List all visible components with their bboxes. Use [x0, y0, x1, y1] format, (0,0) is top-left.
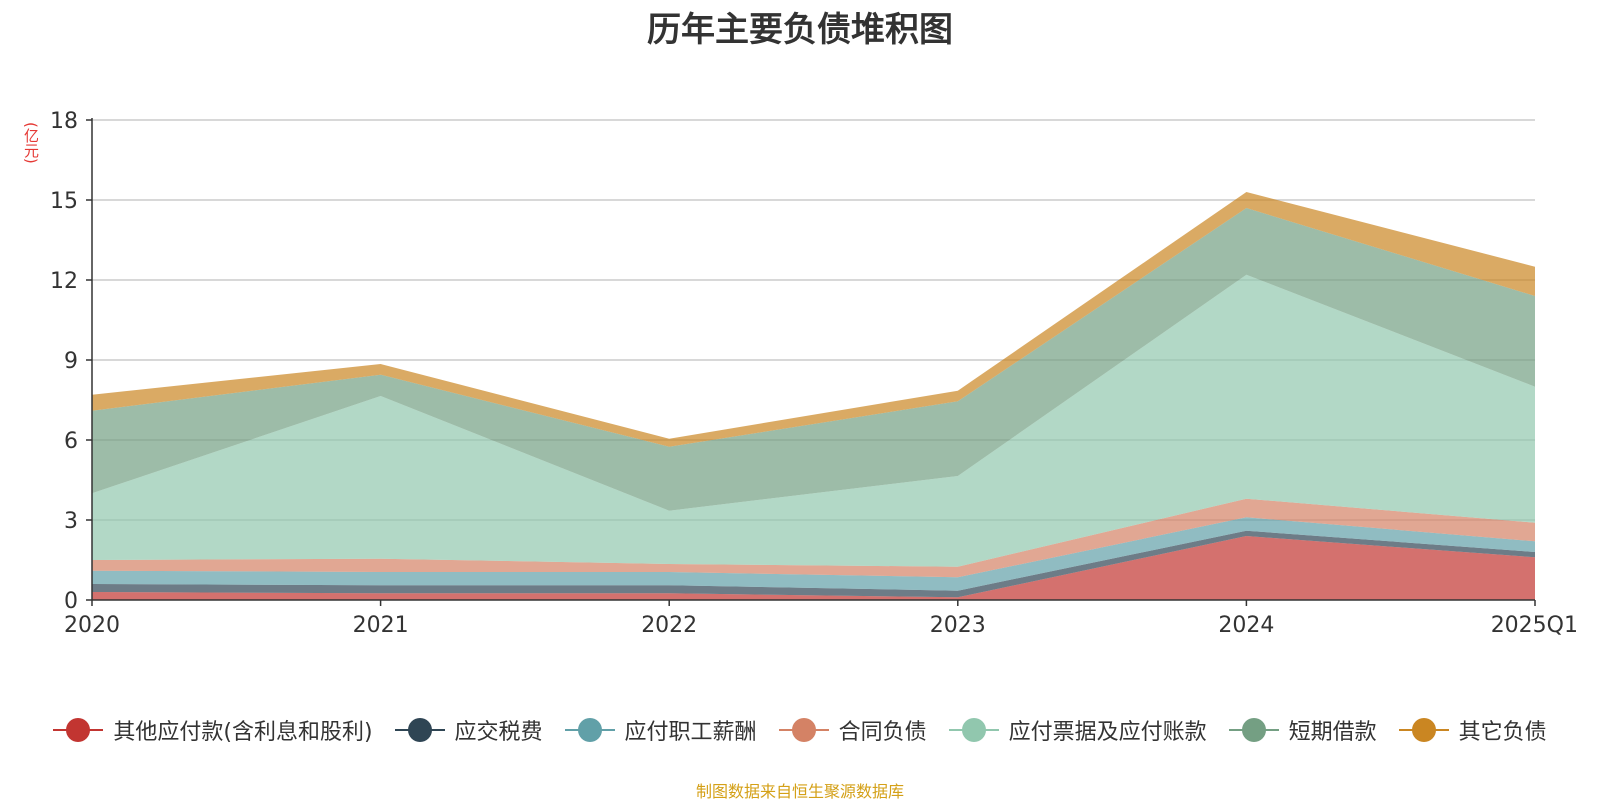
stacked-area-chart: 0 3 6 9 12 15 18 2020 2021 2022 2023 2024 2025Q1 [50, 109, 1578, 638]
y-tick-label: 3 [64, 509, 78, 534]
axes [86, 118, 1536, 606]
legend-marker-icon [394, 718, 445, 742]
legend-marker-icon [53, 718, 104, 742]
x-tick-label: 2021 [353, 613, 409, 638]
legend: 其他应付款(含利息和股利) 应交税费 应付职工薪酬 合同负债 应付票据及应付账款 短期借款… [0, 714, 1600, 746]
chart-title: 历年主要负债堆积图 [647, 10, 953, 50]
y-tick-label: 0 [64, 589, 78, 614]
legend-item[interactable]: 合同负债 [778, 714, 927, 746]
x-tick-label: 2022 [641, 613, 697, 638]
x-tick-label: 2023 [930, 613, 986, 638]
x-tick-label: 2025Q1 [1491, 613, 1578, 638]
legend-item[interactable]: 应付职工薪酬 [564, 714, 757, 746]
x-tick-label: 2020 [64, 613, 120, 638]
legend-item[interactable]: 其它负债 [1398, 714, 1547, 746]
y-tick-label: 6 [64, 429, 78, 454]
legend-marker-icon [948, 718, 999, 742]
area-series-4[interactable] [92, 274, 1535, 567]
area-series-3[interactable] [92, 498, 1535, 578]
y-tick-label: 15 [50, 189, 78, 214]
legend-item[interactable]: 其他应付款(含利息和股利) [53, 714, 373, 746]
legend-label: 合同负债 [838, 720, 927, 745]
legend-label: 应付票据及应付账款 [1008, 720, 1207, 745]
legend-item[interactable]: 应付票据及应付账款 [948, 714, 1207, 746]
y-tick-label: 12 [50, 269, 78, 294]
area-series-1[interactable] [92, 530, 1535, 598]
area-series [92, 192, 1535, 600]
legend-label: 短期借款 [1288, 720, 1377, 745]
y-tick-label: 9 [64, 349, 78, 374]
legend-marker-icon [564, 718, 615, 742]
y-axis-unit-label: (亿元) [22, 122, 40, 164]
legend-marker-icon [778, 718, 829, 742]
source-note: 制图数据来自恒生聚源数据库 [695, 782, 904, 801]
area-series-2[interactable] [92, 517, 1535, 591]
legend-label: 应交税费 [454, 720, 543, 745]
x-tick-label: 2024 [1218, 613, 1274, 638]
legend-item[interactable]: 短期借款 [1228, 714, 1377, 746]
legend-label: 应付职工薪酬 [624, 720, 757, 745]
legend-item[interactable]: 应交税费 [394, 714, 543, 746]
area-series-5[interactable] [92, 208, 1535, 511]
tick-labels: 0 3 6 9 12 15 18 2020 2021 2022 2023 2024 2025Q1 [50, 109, 1578, 638]
legend-label: 其它负债 [1458, 720, 1547, 745]
area-series-6[interactable] [92, 192, 1535, 447]
area-series-0[interactable] [92, 536, 1535, 600]
y-tick-label: 18 [50, 109, 78, 134]
legend-marker-icon [1228, 718, 1279, 742]
legend-marker-icon [1398, 718, 1449, 742]
legend-label: 其他应付款(含利息和股利) [113, 720, 373, 745]
